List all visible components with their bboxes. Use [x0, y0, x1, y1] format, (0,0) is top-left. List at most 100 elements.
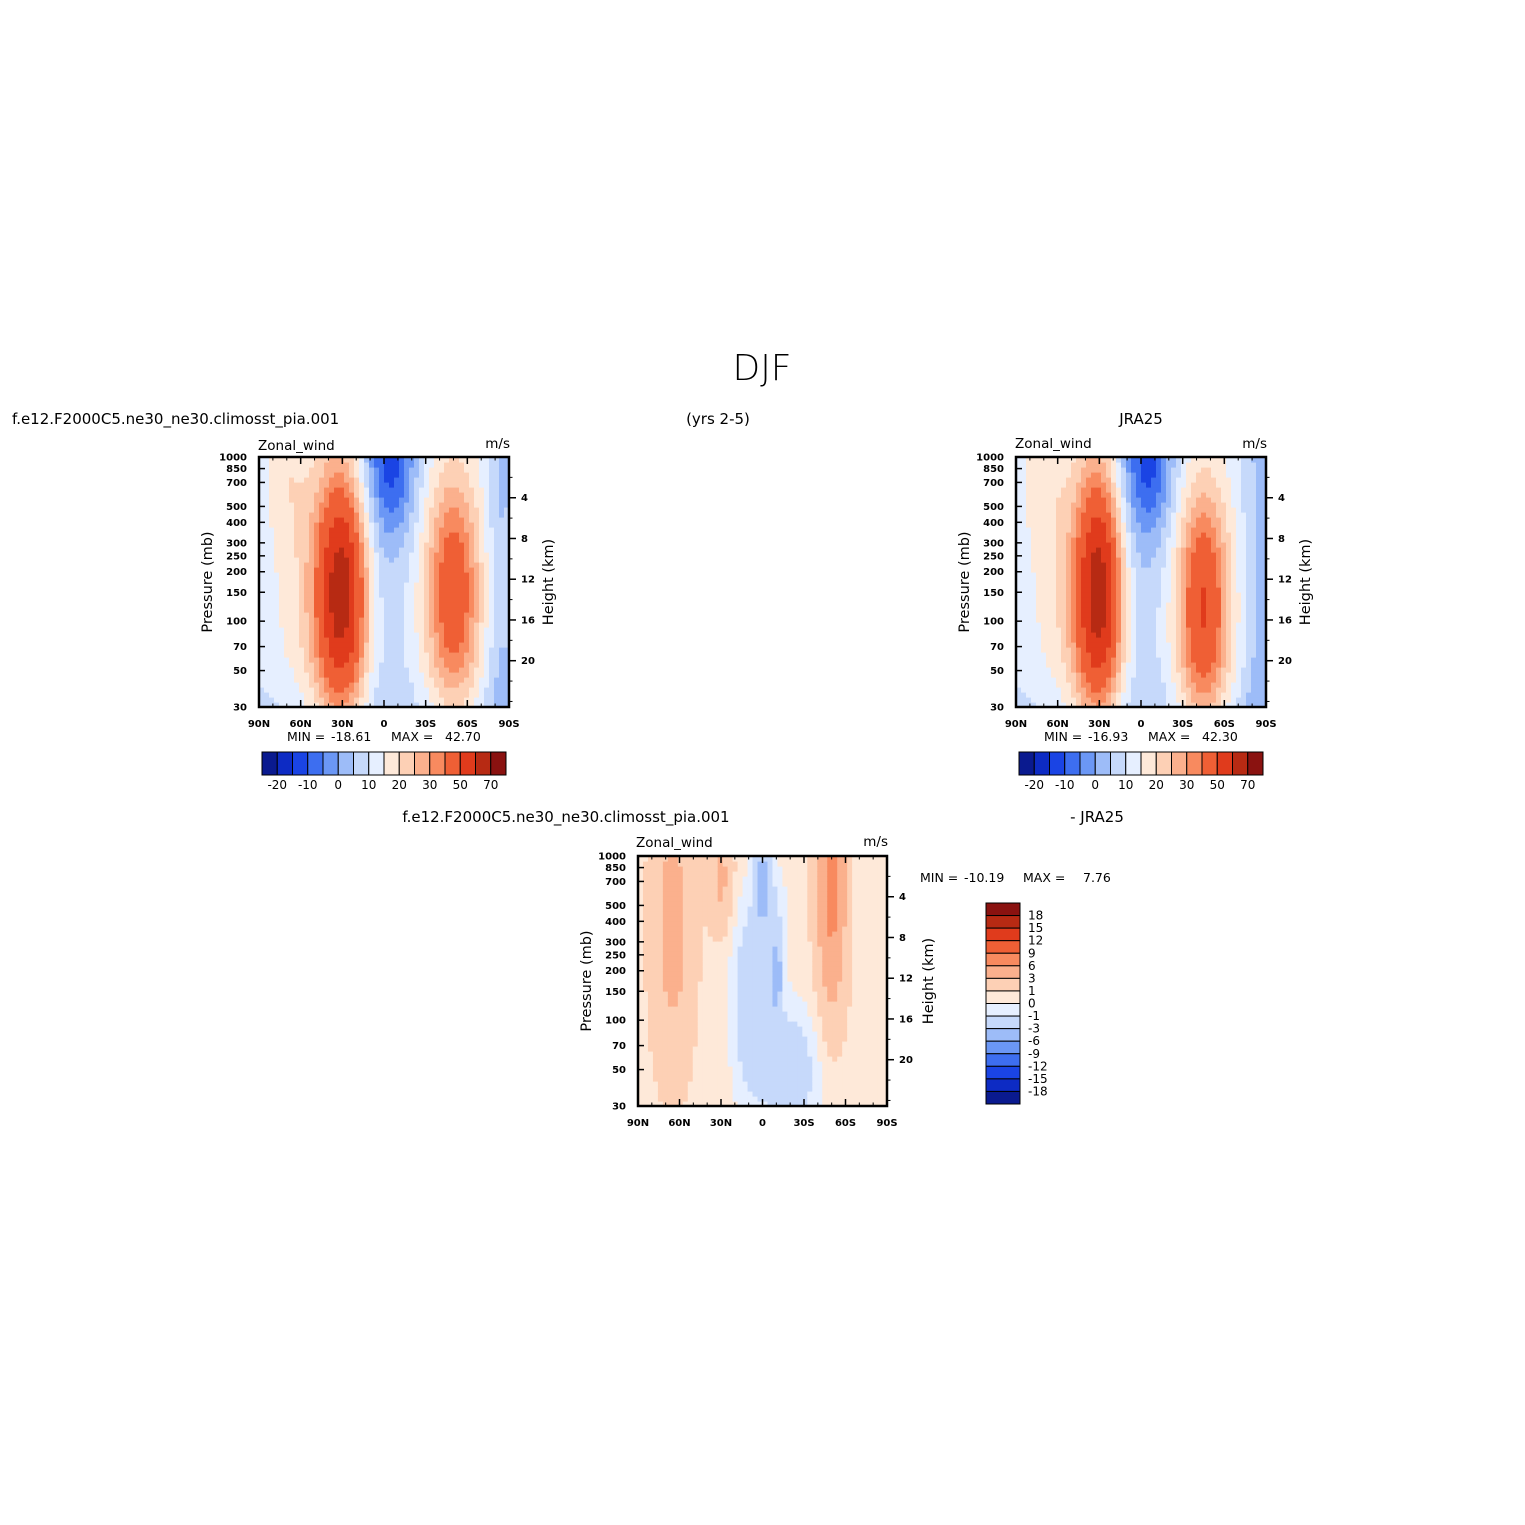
contour-cell	[454, 552, 460, 558]
contour-cell	[259, 472, 265, 478]
contour-cell	[1091, 517, 1097, 523]
contour-cell	[1041, 677, 1047, 683]
contour-cell	[259, 457, 265, 463]
contour-cell	[1101, 497, 1107, 503]
contour-cell	[1171, 547, 1177, 553]
contour-cell	[1196, 662, 1202, 668]
contour-cell	[384, 577, 390, 583]
contour-cell	[1151, 677, 1157, 683]
contour-cell	[429, 697, 435, 703]
contour-cell	[364, 572, 370, 578]
contour-cell	[324, 607, 330, 613]
contour-cell	[1231, 472, 1237, 478]
colorbar-box	[322, 751, 339, 776]
contour-cell	[1111, 557, 1117, 563]
contour-cell	[1046, 497, 1052, 503]
contour-cell	[354, 477, 360, 483]
contour-cell	[444, 517, 450, 523]
contour-cell	[1221, 467, 1227, 473]
contour-cell	[339, 477, 345, 483]
contour-cell	[1026, 702, 1032, 708]
contour-cell	[1201, 657, 1207, 663]
contour-cell	[1176, 647, 1182, 653]
contour-cell	[429, 657, 435, 663]
contour-cell	[469, 667, 475, 673]
contour-cell	[1201, 517, 1207, 523]
contour-cell	[439, 457, 445, 463]
contour-cell	[1161, 562, 1167, 568]
contour-cell	[1101, 602, 1107, 608]
contour-cell	[1231, 672, 1237, 678]
contour-cell	[319, 652, 325, 658]
contour-cell	[394, 557, 400, 563]
contour-cell	[1131, 612, 1137, 618]
contour-cell	[449, 652, 455, 658]
contour-cell	[1076, 477, 1082, 483]
contour-cell	[1236, 467, 1242, 473]
contour-cell	[1106, 542, 1112, 548]
contour-cell	[1211, 567, 1217, 573]
contour-cell	[379, 462, 385, 468]
contour-cell	[289, 617, 295, 623]
contour-cell	[279, 697, 285, 703]
contour-cell	[1101, 607, 1107, 613]
contour-cell	[289, 482, 295, 488]
contour-cell	[399, 647, 405, 653]
contour-cell	[1121, 482, 1127, 488]
contour-cell	[1086, 677, 1092, 683]
contour-cell	[1026, 557, 1032, 563]
contour-cell	[1216, 602, 1222, 608]
contour-cell	[354, 562, 360, 568]
contour-cell	[479, 687, 485, 693]
contour-cell	[1151, 632, 1157, 638]
contour-cell	[1176, 637, 1182, 643]
contour-cell	[479, 617, 485, 623]
contour-cell	[494, 492, 500, 498]
contour-cell	[1061, 572, 1067, 578]
contour-cell	[1121, 602, 1127, 608]
contour-cell	[1061, 512, 1067, 518]
contour-cell	[434, 692, 440, 698]
contour-cell	[1236, 487, 1242, 493]
contour-cell	[1061, 507, 1067, 513]
contour-cell	[319, 682, 325, 688]
contour-cell	[424, 692, 430, 698]
contour-cell	[494, 667, 500, 673]
contour-cell	[1126, 617, 1132, 623]
contour-cell	[329, 687, 335, 693]
contour-cell	[369, 617, 375, 623]
contour-cell	[429, 482, 435, 488]
contour-cell	[279, 687, 285, 693]
contour-cell	[1211, 597, 1217, 603]
contour-cell	[1016, 457, 1022, 463]
contour-cell	[1206, 512, 1212, 518]
contour-cell	[1131, 647, 1137, 653]
contour-cell	[1031, 562, 1037, 568]
contour-cell	[1171, 612, 1177, 618]
contour-cell	[329, 487, 335, 493]
contour-cell	[434, 617, 440, 623]
contour-cell	[1151, 472, 1157, 478]
contour-cell	[1161, 547, 1167, 553]
contour-cell	[1166, 627, 1172, 633]
contour-cell	[1191, 592, 1197, 598]
contour-cell	[1216, 632, 1222, 638]
contour-cell	[279, 692, 285, 698]
contour-cell	[1101, 472, 1107, 478]
contour-cell	[314, 667, 320, 673]
contour-cell	[369, 557, 375, 563]
contour-cell	[329, 582, 335, 588]
contour-cell	[1131, 697, 1137, 703]
contour-cell	[1046, 667, 1052, 673]
contour-cell	[1176, 632, 1182, 638]
contour-cell	[479, 552, 485, 558]
contour-cell	[1221, 527, 1227, 533]
contour-cell	[1071, 687, 1077, 693]
contour-cell	[1111, 602, 1117, 608]
contour-cell	[314, 547, 320, 553]
contour-cell	[434, 597, 440, 603]
contour-cell	[324, 512, 330, 518]
contour-cell	[1191, 602, 1197, 608]
contour-cell	[1071, 677, 1077, 683]
contour-cell	[1166, 532, 1172, 538]
